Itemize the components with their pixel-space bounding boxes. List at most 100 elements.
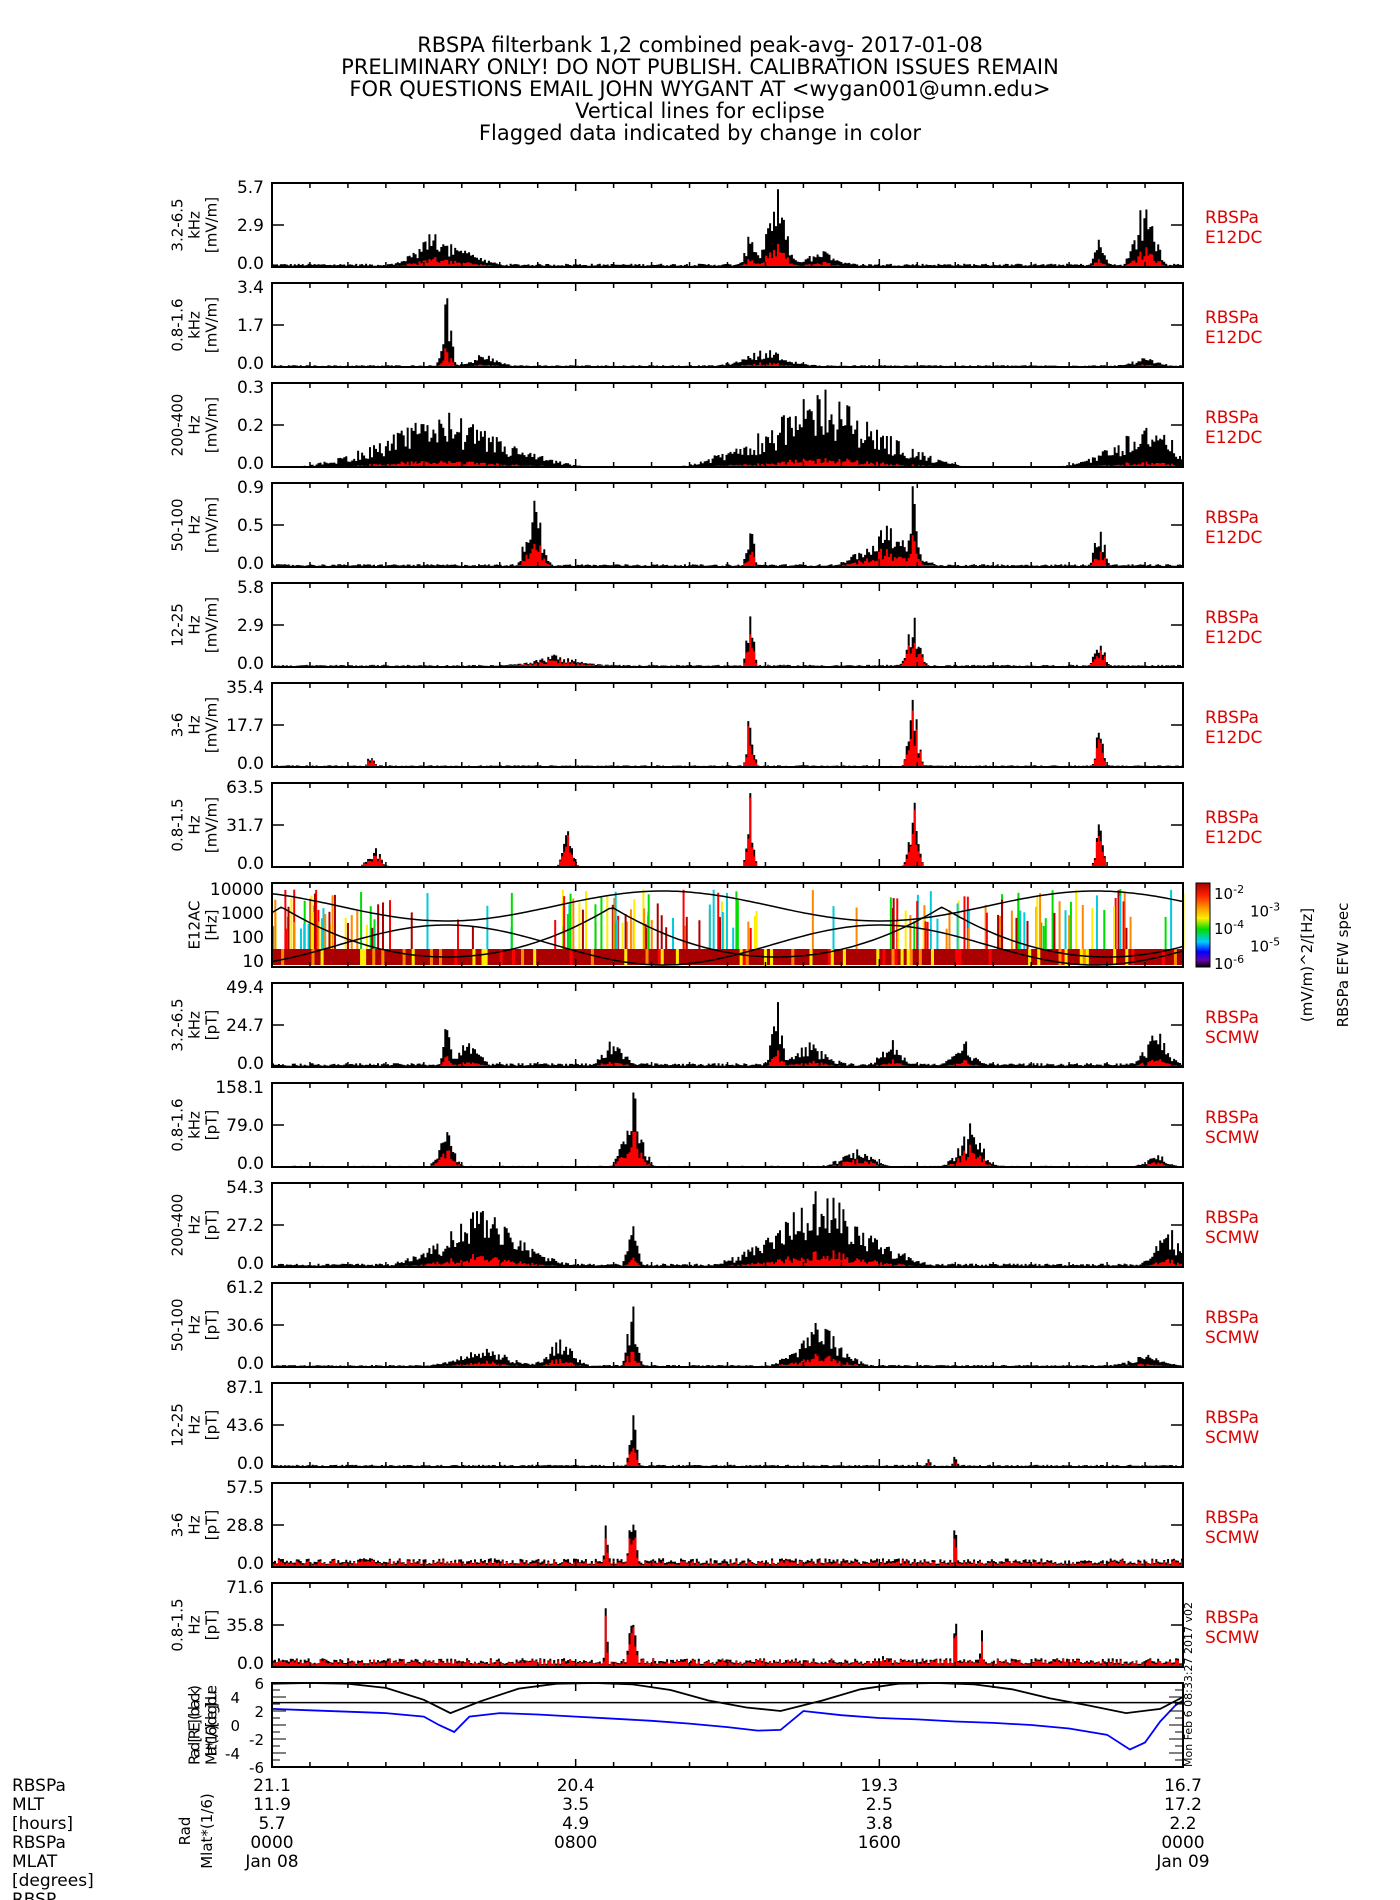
side-label-spacecraft: RBSPa [1205,708,1259,728]
spec-cell-low [818,949,823,965]
side-label-spacecraft: RBSPa [1205,308,1259,328]
spec-cell-low [335,949,340,965]
spec-cell-low [985,949,990,965]
spec-cell [718,916,721,949]
spec-cell-low [1164,949,1169,965]
spec-cell-low [560,949,565,965]
spec-cell [486,905,489,949]
spec-cell [1036,896,1039,949]
spec-cell-low [1000,949,1005,965]
spec-cell [333,894,336,949]
spec-cell-low [545,949,549,965]
spec-cell-low [988,949,993,965]
row-label: RBSPa [12,1776,66,1796]
spec-cell-low [706,949,710,965]
spec-cell-low [417,949,422,965]
spec-cell-low [521,949,525,965]
x-annotation-row-date: Jan 08 Jan 09 [244,1852,1209,1872]
y-axis-label: 3-6 [169,713,187,738]
spec-cell-low [390,949,394,965]
spec-cell-low [1176,949,1181,965]
y-axis-label: [mV/m] [203,497,221,553]
y-tick-label: 49.4 [226,978,264,998]
spec-cell [650,920,653,949]
spec-cell [1091,907,1094,949]
spec-cell [647,894,650,949]
spec-cell [684,925,687,949]
spec-cell-low [326,949,331,965]
spec-cell [963,896,966,949]
spec-cell [624,914,627,949]
spec-cell-low [517,949,522,965]
spec-cell [471,926,474,949]
spec-cell [1123,892,1126,949]
spec-cell-low [1067,949,1072,965]
panel-frame [271,1082,1184,1168]
spec-cell [457,919,460,949]
y-tick-label: 0.0 [237,1654,264,1674]
y-tick-label: 6 [254,1675,264,1693]
spec-cell-low [1170,949,1175,965]
spectrogram-cells [271,889,1185,966]
spec-cell [626,921,629,949]
spec-cell-low [955,949,959,965]
spec-cell-low [478,949,483,965]
spec-cell [360,892,363,949]
y-tick-label: 1000 [221,904,264,924]
side-label-spacecraft: RBSPa [1205,208,1259,228]
spec-cell [1035,906,1038,949]
y-tick-label: 79.0 [226,1116,264,1136]
y-axis-label: [pT] [203,1410,221,1440]
spec-cell [643,908,646,949]
spec-cell [328,911,331,949]
spec-cell [913,920,916,949]
spec-cell [377,904,380,949]
spec-cell-low [842,949,847,965]
spec-cell [811,890,814,949]
y-tick-label: 35.4 [226,678,264,698]
side-label-spacecraft: RBSPa [1205,1308,1259,1328]
spec-cell [312,912,315,949]
spec-cell-low [314,949,319,965]
spec-cell [909,915,912,949]
x-annotation-value: 11.9 [253,1795,291,1815]
spec-cell [614,922,617,949]
spec-cell-low [557,949,561,965]
spec-cell-low [1161,949,1166,965]
spec-cell-low [879,949,883,965]
spec-cell-low [800,949,804,965]
spec-cell-low [736,949,741,965]
spec-cell-low [982,949,987,965]
fce-curve [271,890,1184,922]
colorbar-tick-label: 10-6 [1214,953,1244,973]
spec-cell [916,901,919,949]
side-label-instrument: SCMW [1205,1428,1259,1448]
spec-cell-low [721,949,725,965]
spec-cell [889,897,892,949]
spec-cell-low [1025,949,1029,965]
panel-frame [271,582,1184,668]
spec-cell [929,891,932,949]
x-annotation-row-rbspa-mlt-hours-: 11.9 3.5 2.5 17.2 [253,1795,1202,1815]
spec-cell-low [375,949,379,965]
peak-bars [272,298,1183,367]
spec-cell [356,910,359,949]
spec-cell-low [369,949,373,965]
spec-cell [293,922,296,949]
panel-frame [271,682,1184,768]
y-tick-label: 0.5 [237,516,264,536]
x-annotation-value: 17.2 [1164,1795,1202,1815]
spec-cell-low [1003,949,1008,965]
spec-cell-low [511,949,516,965]
x-annotation-row-rbspa-rad-re-: 21.1 20.4 19.3 16.7 [253,1776,1202,1796]
spec-cell [672,917,675,949]
spec-cell-low [302,949,306,965]
spec-cell-low [839,949,844,965]
spec-cell [287,906,290,949]
row-label: MLT [12,1795,45,1815]
spec-cell [956,903,959,949]
spec-cell [569,893,572,949]
